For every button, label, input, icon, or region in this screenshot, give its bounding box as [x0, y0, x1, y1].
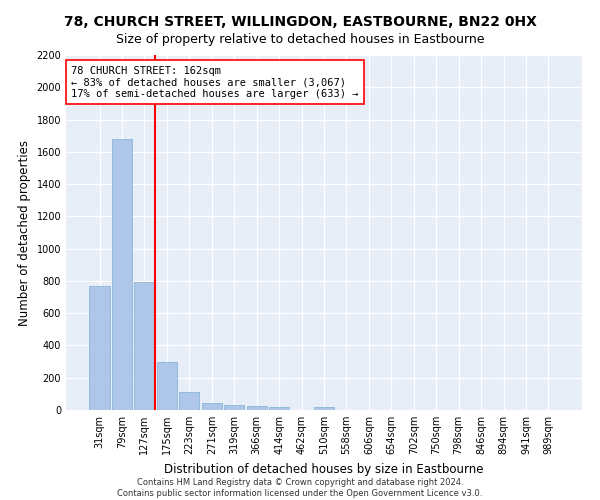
Bar — [247, 406, 267, 410]
Bar — [179, 392, 199, 410]
Bar — [269, 407, 289, 410]
Text: 78, CHURCH STREET, WILLINGDON, EASTBOURNE, BN22 0HX: 78, CHURCH STREET, WILLINGDON, EASTBOURN… — [64, 15, 536, 29]
Bar — [224, 405, 244, 410]
Bar — [89, 286, 110, 410]
Text: Size of property relative to detached houses in Eastbourne: Size of property relative to detached ho… — [116, 32, 484, 46]
Bar — [202, 402, 222, 410]
Bar — [134, 282, 155, 410]
Text: 78 CHURCH STREET: 162sqm
← 83% of detached houses are smaller (3,067)
17% of sem: 78 CHURCH STREET: 162sqm ← 83% of detach… — [71, 66, 359, 99]
X-axis label: Distribution of detached houses by size in Eastbourne: Distribution of detached houses by size … — [164, 462, 484, 475]
Bar — [112, 139, 132, 410]
Bar — [157, 362, 177, 410]
Bar — [314, 407, 334, 410]
Y-axis label: Number of detached properties: Number of detached properties — [18, 140, 31, 326]
Text: Contains HM Land Registry data © Crown copyright and database right 2024.
Contai: Contains HM Land Registry data © Crown c… — [118, 478, 482, 498]
